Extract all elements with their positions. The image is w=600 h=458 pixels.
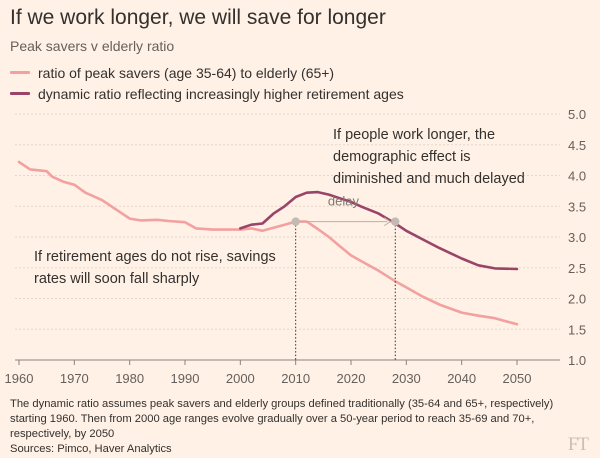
y-tick-label: 1.0 [568, 353, 586, 368]
footnote-line-2: starting 1960. Then from 2000 age ranges… [10, 413, 535, 425]
y-tick-label: 2.5 [568, 261, 586, 276]
y-tick-label: 1.5 [568, 322, 586, 337]
y-tick-label: 3.0 [568, 230, 586, 245]
marker-group [291, 217, 400, 360]
x-tick-label: 2040 [447, 371, 476, 386]
annotation-retirement: rates will soon fall sharply [34, 271, 200, 287]
x-axis: 1960 1970 1980 1990 2000 2010 2020 2030 2040 2050 [5, 360, 532, 386]
legend-swatch-peak-savers [10, 71, 30, 74]
chart-subtitle: Peak savers v elderly ratio [10, 38, 175, 54]
footnote-line-1: The dynamic ratio assumes peak savers an… [10, 398, 554, 410]
source-line: Sources: Pimco, Haver Analytics [10, 443, 172, 455]
x-tick-label: 2020 [337, 371, 366, 386]
footnote-line-3: respectively, by 2050 [10, 428, 115, 440]
grid [15, 113, 560, 361]
series-group [17, 160, 519, 326]
x-tick-label: 2010 [281, 371, 310, 386]
y-tick-label: 3.5 [568, 199, 586, 214]
legend-label-dynamic: dynamic ratio reflecting increasingly hi… [38, 85, 404, 102]
delay-label: delay [328, 194, 360, 209]
legend-item-dynamic: dynamic ratio reflecting increasingly hi… [10, 83, 404, 104]
chart-title: If we work longer, we will save for long… [10, 6, 386, 29]
x-tick-label: 1990 [171, 371, 200, 386]
annotation-work-longer: demographic effect is [333, 149, 471, 165]
y-tick-label: 5.0 [568, 107, 586, 122]
annotations: delay If people work longer, the demograph… [34, 127, 525, 287]
y-axis: 5.0 4.5 4.0 3.5 3.0 2.5 2.0 1.5 1.0 [568, 107, 586, 368]
y-tick-label: 4.0 [568, 169, 586, 184]
series-line-peak-savers [17, 160, 519, 326]
x-tick-label: 1960 [5, 371, 34, 386]
ft-logo: FT [567, 434, 589, 455]
x-tick-label: 1980 [115, 371, 144, 386]
annotation-work-longer: diminished and much delayed [333, 171, 525, 187]
legend-swatch-dynamic [10, 92, 30, 95]
annotation-retirement: If retirement ages do not rise, savings [34, 249, 276, 265]
x-tick-label: 2030 [392, 371, 421, 386]
x-tick-label: 2050 [503, 371, 532, 386]
legend: ratio of peak savers (age 35-64) to elde… [10, 62, 404, 104]
y-tick-label: 4.5 [568, 138, 586, 153]
x-tick-label: 1970 [60, 371, 89, 386]
marker-2028 [391, 217, 400, 226]
annotation-work-longer: If people work longer, the [333, 127, 495, 143]
delay-arrow-head [383, 217, 392, 227]
footnote: The dynamic ratio assumes peak savers an… [10, 397, 595, 457]
legend-label-peak-savers: ratio of peak savers (age 35-64) to elde… [38, 64, 335, 81]
marker-2010 [291, 217, 300, 226]
line-chart: 5.0 4.5 4.0 3.5 3.0 2.5 2.0 1.5 1.0 1960 1970 1980… [5, 107, 587, 386]
y-tick-label: 2.0 [568, 292, 586, 307]
x-tick-label: 2000 [226, 371, 255, 386]
legend-item-peak-savers: ratio of peak savers (age 35-64) to elde… [10, 62, 404, 83]
series-line-dynamic [239, 190, 519, 271]
